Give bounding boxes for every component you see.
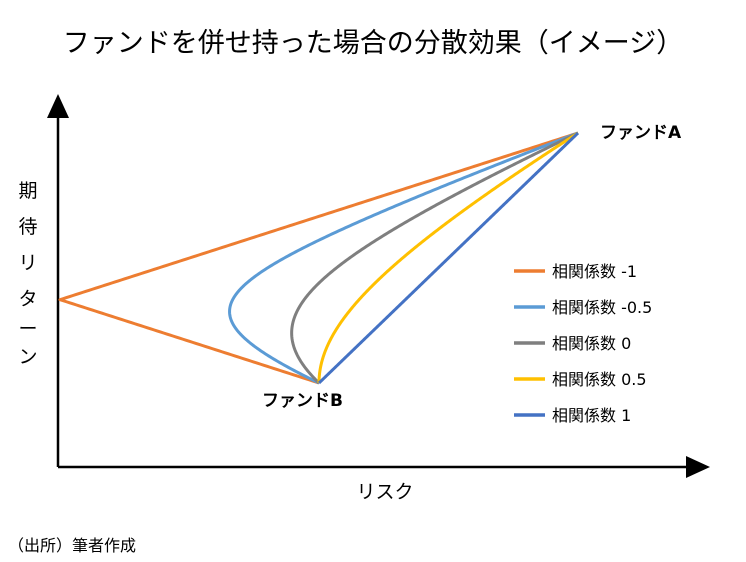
source-note: （出所）筆者作成 <box>8 536 136 555</box>
y-axis-label: 期 待 リ タ ー ン <box>18 180 37 368</box>
series-line <box>58 131 579 385</box>
legend-entry: 相関係数 0 <box>552 334 631 353</box>
y-axis-label-char: タ <box>18 288 37 310</box>
y-axis-label-char: 期 <box>18 180 37 202</box>
point-label-fund-a: ファンドA <box>600 123 682 143</box>
series-line <box>317 131 579 384</box>
series-layer <box>58 131 580 385</box>
y-axis-label-char: 待 <box>18 216 37 238</box>
point-label-fund-b: ファンドB <box>262 391 343 411</box>
x-axis-label: リスク <box>356 481 413 503</box>
chart-title: ファンドを併せ持った場合の分散効果（イメージ） <box>63 28 683 59</box>
x-axis-arrow <box>686 456 710 478</box>
series-line <box>317 131 580 385</box>
legend-entry: 相関係数 -1 <box>552 262 637 281</box>
series-line <box>290 131 579 385</box>
legend: 相関係数 -1 相関係数 -0.5 相関係数 0 相関係数 0.5 相関係数 1 <box>514 262 652 425</box>
series-line <box>228 131 579 385</box>
y-axis-label-char: ン <box>18 346 37 368</box>
legend-entry: 相関係数 0.5 <box>552 370 647 389</box>
legend-entry: 相関係数 1 <box>552 406 631 425</box>
y-axis-arrow <box>47 94 69 118</box>
legend-entry: 相関係数 -0.5 <box>552 298 652 317</box>
y-axis-label-char: ー <box>18 318 37 340</box>
y-axis-label-char: リ <box>18 252 37 274</box>
axes <box>47 94 710 478</box>
